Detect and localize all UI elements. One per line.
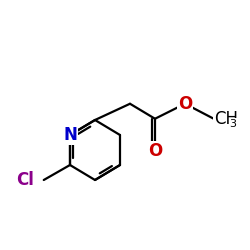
Text: Cl: Cl (16, 171, 34, 189)
Text: O: O (178, 95, 192, 113)
Text: N: N (63, 126, 77, 144)
Text: CH: CH (214, 110, 238, 128)
Text: O: O (148, 142, 162, 160)
Text: 3: 3 (230, 119, 236, 129)
